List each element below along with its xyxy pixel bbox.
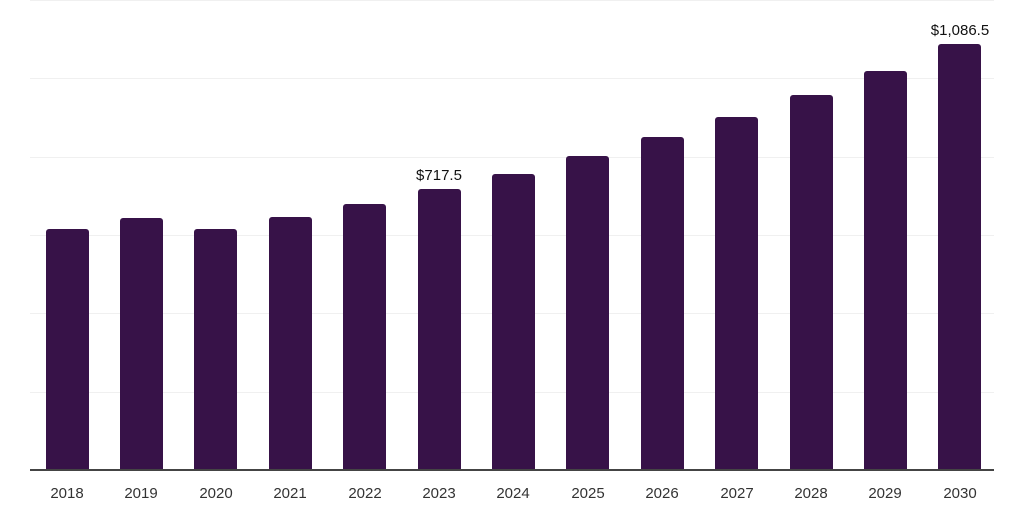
- bar-2021: [269, 217, 312, 470]
- bar-2022: [343, 204, 386, 470]
- bar-2029: [864, 71, 907, 470]
- gridline: [30, 157, 994, 158]
- bar-2020: [194, 229, 237, 470]
- x-tick-label: 2026: [645, 485, 679, 502]
- x-tick-label: 2022: [348, 485, 382, 502]
- gridline: [30, 78, 994, 79]
- x-tick-label: 2019: [124, 485, 158, 502]
- gridline: [30, 0, 994, 1]
- bar-2018: [46, 229, 89, 470]
- bar-2019: [120, 218, 163, 470]
- x-tick-label: 2029: [868, 485, 902, 502]
- x-tick-label: 2024: [496, 485, 530, 502]
- x-tick-label: 2025: [571, 485, 605, 502]
- x-tick-label: 2020: [199, 485, 233, 502]
- bar-2023: [418, 189, 461, 470]
- x-tick-label: 2027: [720, 485, 754, 502]
- bar-2024: [492, 174, 535, 470]
- bar-2030: [938, 44, 981, 470]
- bar-2025: [566, 156, 609, 470]
- x-tick-label: 2028: [794, 485, 828, 502]
- bar-2027: [715, 117, 758, 470]
- x-tick-label: 2021: [273, 485, 307, 502]
- data-label: $717.5: [416, 167, 462, 184]
- x-tick-label: 2018: [50, 485, 84, 502]
- x-tick-label: 2030: [943, 485, 977, 502]
- bar-2026: [641, 137, 684, 470]
- x-tick-label: 2023: [422, 485, 456, 502]
- bar-2028: [790, 95, 833, 470]
- data-label: $1,086.5: [930, 22, 990, 39]
- x-axis-line: [30, 469, 994, 471]
